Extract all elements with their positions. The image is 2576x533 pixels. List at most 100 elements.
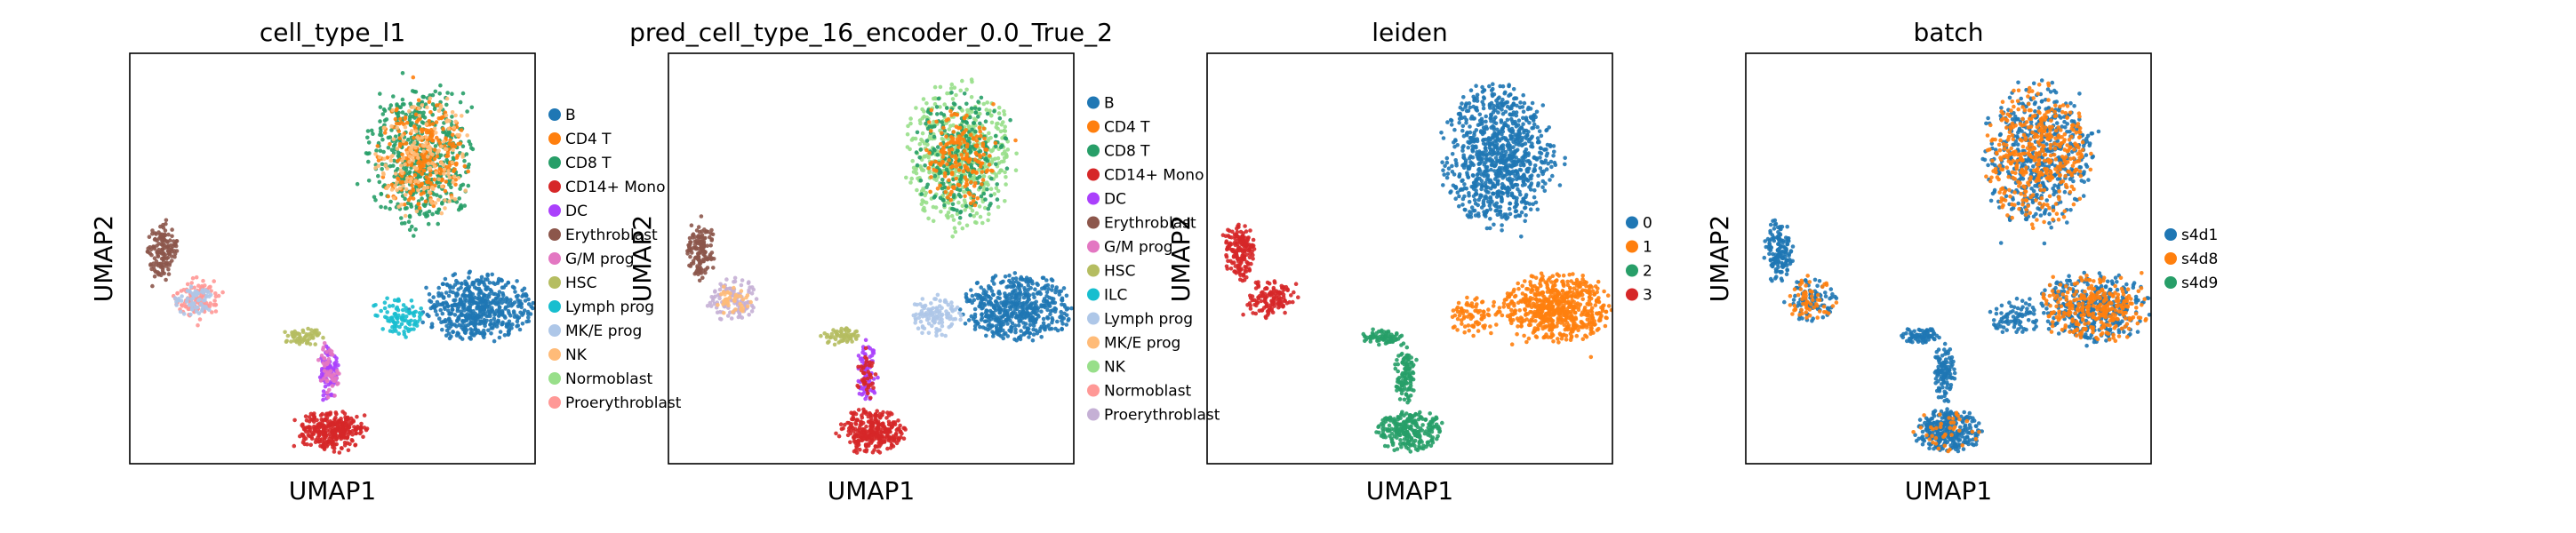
scatter-point [497, 335, 502, 340]
scatter-point [949, 171, 955, 177]
scatter-point [460, 144, 466, 148]
scatter-point [422, 186, 427, 190]
scatter-point [450, 195, 454, 200]
scatter-point [510, 284, 516, 290]
scatter-point [969, 77, 974, 82]
scatter-point [1008, 306, 1013, 312]
scatter-point [1005, 334, 1011, 338]
scatter-point [1030, 338, 1036, 343]
scatter-point [462, 293, 467, 298]
scatter-point [1457, 194, 1461, 199]
scatter-point [432, 156, 437, 162]
scatter-point [702, 243, 707, 248]
scatter-point [948, 162, 953, 166]
scatter-point [875, 420, 879, 426]
scatter-point [208, 284, 212, 290]
scatter-point [1046, 301, 1051, 306]
scatter-point [722, 284, 726, 290]
scatter-point [348, 416, 354, 421]
legend-marker [548, 324, 561, 337]
scatter-point [430, 92, 436, 98]
scatter-point [940, 323, 945, 329]
scatter-point [970, 209, 975, 213]
scatter-point [393, 142, 397, 147]
scatter-point [429, 324, 434, 330]
scatter-point [410, 224, 414, 229]
scatter-point [412, 136, 416, 140]
scatter-point [207, 304, 212, 309]
y-axis-label: UMAP2 [89, 215, 118, 303]
scatter-point [968, 115, 972, 120]
scatter-point [937, 321, 941, 325]
scatter-point [986, 206, 991, 211]
scatter-point [315, 426, 320, 430]
scatter-point [517, 327, 523, 332]
scatter-point [383, 314, 388, 320]
scatter-point [1004, 136, 1009, 141]
scatter-point [849, 336, 853, 341]
scatter-point [340, 446, 344, 451]
scatter-point [853, 330, 858, 334]
scatter-point [290, 330, 294, 335]
scatter-point [1012, 323, 1018, 328]
scatter-point [476, 317, 480, 322]
scatter-point [488, 318, 493, 323]
scatter-point [467, 270, 472, 275]
scatter-point [977, 204, 982, 209]
scatter-point [168, 247, 173, 252]
scatter-point [411, 196, 416, 201]
scatter-point [991, 292, 996, 298]
scatter-point [166, 232, 171, 237]
scatter-point [163, 245, 168, 251]
scatter-point [935, 153, 940, 157]
scatter-point [966, 168, 971, 172]
scatter-point [431, 295, 436, 299]
scatter-point [841, 338, 846, 343]
scatter-point [1008, 284, 1013, 290]
scatter-point [915, 163, 920, 168]
scatter-point [1005, 147, 1011, 152]
scatter-point [436, 290, 441, 296]
scatter-point [425, 105, 429, 110]
scatter-point [937, 316, 942, 322]
scatter-point [867, 434, 872, 439]
scatter-point [957, 187, 963, 193]
scatter-point [457, 301, 462, 306]
scatter-point [404, 306, 409, 310]
scatter-point [964, 181, 969, 186]
scatter-point [944, 134, 948, 139]
scatter-point [455, 132, 460, 138]
scatter-point [969, 109, 974, 115]
legend-label-mk-e-prog: MK/E prog [565, 322, 642, 340]
scatter-point [987, 286, 991, 291]
scatter-point [692, 243, 698, 247]
legend-label-dc: DC [1104, 191, 1126, 209]
scatter-point [862, 410, 867, 414]
scatter-point [423, 128, 428, 132]
scatter-point [468, 336, 472, 340]
panel-pred-cell-type-16-encoder-0-0-true-2: pred_cell_type_16_encoder_0.0_True_2UMAP… [628, 18, 1220, 505]
scatter-point [754, 297, 759, 301]
scatter-point [935, 145, 940, 149]
scatter-point [1031, 332, 1036, 337]
scatter-point [973, 110, 979, 115]
scatter-point [407, 159, 412, 164]
scatter-point [977, 174, 982, 179]
scatter-point [997, 115, 1003, 121]
scatter-point [973, 150, 979, 155]
scatter-point [361, 434, 365, 440]
scatter-point [390, 107, 396, 113]
scatter-point [863, 354, 868, 360]
scatter-point [321, 431, 325, 436]
scatter-point [999, 159, 1004, 164]
scatter-point [844, 326, 850, 331]
scatter-point [927, 124, 932, 129]
scatter-point [1023, 292, 1028, 298]
scatter-point [860, 356, 864, 361]
scatter-point [949, 300, 954, 305]
scatter-point [203, 298, 207, 303]
scatter-point [409, 298, 414, 303]
scatter-point [510, 322, 515, 327]
scatter-point [924, 314, 929, 319]
scatter-point [391, 137, 396, 141]
